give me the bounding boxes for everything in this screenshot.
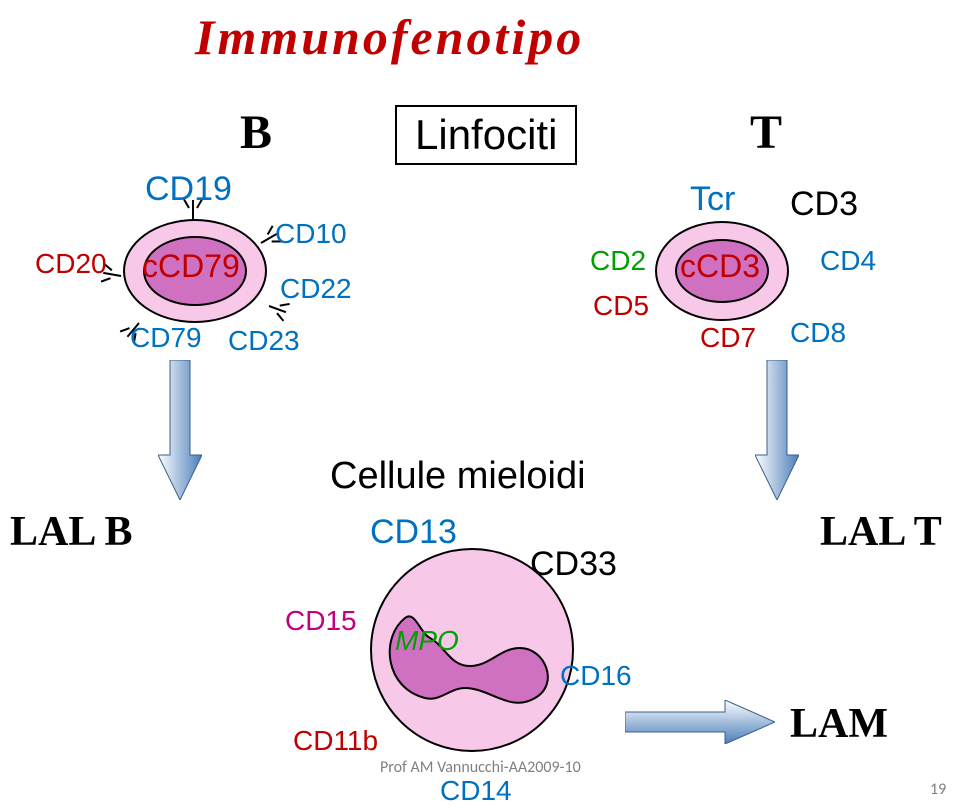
marker-mpo: MPO [395, 625, 459, 657]
diagram-stage: Immunofenotipo B Linfociti T cCD79 CD19 … [0, 0, 960, 809]
marker-cd4: CD4 [820, 245, 876, 277]
header-cellule-mieloidi: Cellule mieloidi [330, 455, 586, 498]
marker-cd23: CD23 [228, 325, 300, 357]
header-t: T [750, 105, 782, 160]
marker-cd19: CD19 [145, 170, 232, 209]
marker-cd33: CD33 [530, 545, 617, 584]
bcell-core-label: cCD79 [142, 248, 240, 285]
marker-cd14: CD14 [440, 775, 512, 807]
marker-cd3: CD3 [790, 185, 858, 224]
marker-tcr: Tcr [690, 180, 735, 219]
header-linfociti: Linfociti [395, 105, 577, 165]
marker-cd15: CD15 [285, 605, 357, 637]
marker-cd2: CD2 [590, 245, 646, 277]
tcell-core-label: cCD3 [680, 248, 760, 285]
header-lam: LAM [790, 700, 888, 748]
arrow-left [158, 360, 202, 500]
marker-cd8: CD8 [790, 317, 846, 349]
marker-cd10: CD10 [275, 218, 347, 250]
arrow-bottom [625, 700, 775, 744]
arrow-right [755, 360, 799, 500]
marker-cd7: CD7 [700, 322, 756, 354]
marker-cd13: CD13 [370, 513, 457, 552]
title-text: Immunofenotipo [195, 9, 584, 65]
marker-cd5: CD5 [593, 290, 649, 322]
marker-cd79: CD79 [130, 322, 202, 354]
marker-cd22: CD22 [280, 273, 352, 305]
marker-cd16: CD16 [560, 660, 632, 692]
header-lal-b: LAL B [10, 508, 133, 556]
header-b: B [240, 105, 272, 160]
footer: Prof AM Vannucchi-AA2009-10 [380, 758, 581, 777]
header-lal-t: LAL T [820, 508, 942, 556]
marker-cd11b: CD11b [293, 725, 378, 757]
marker-cd20: CD20 [35, 248, 107, 280]
title: Immunofenotipo [195, 8, 584, 66]
bcell-receptor [269, 305, 287, 313]
page-number: 19 [930, 780, 946, 799]
